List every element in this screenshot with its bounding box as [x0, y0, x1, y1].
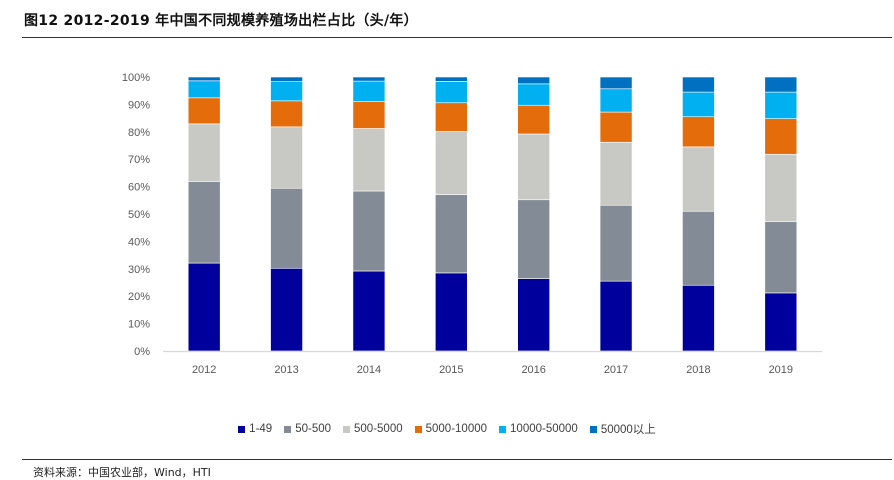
y-tick-label: 40%: [128, 236, 150, 248]
bar-segment: [187, 181, 221, 264]
bar-segment: [187, 80, 221, 99]
bar-segment: [352, 270, 386, 352]
bar-segment: [599, 141, 633, 206]
legend-swatch: [414, 425, 422, 433]
bar-segment: [517, 278, 550, 352]
y-tick-label: 0%: [134, 346, 150, 358]
bar-segment: [187, 262, 221, 352]
legend-item: 1-49: [238, 421, 272, 437]
bar-segment: [270, 81, 303, 102]
chart-legend: 1-49 50-500 500-5000 5000-10000 10000-50000 5…: [0, 421, 894, 437]
bar-segment: [599, 204, 633, 282]
legend-label: 50000以上: [600, 424, 656, 436]
legend-label: 5000-10000: [425, 423, 488, 435]
bar-segment: [435, 272, 468, 352]
y-tick-label: 50%: [128, 209, 150, 221]
bar-segment: [352, 76, 386, 82]
y-tick-label: 60%: [128, 182, 150, 194]
source-note: 资料来源：中国农业部，Wind，HTI: [33, 466, 211, 479]
bar-segment: [435, 102, 468, 132]
bar-segment: [764, 153, 798, 222]
x-tick-label: 2014: [357, 364, 381, 376]
legend-label: 1-49: [249, 423, 273, 435]
bar-segment: [764, 76, 798, 93]
bar-segment: [435, 76, 468, 82]
legend-swatch: [499, 425, 507, 433]
bar-segment: [599, 88, 633, 113]
bar-segment: [517, 199, 550, 279]
x-tick-label: 2018: [686, 364, 710, 376]
y-tick-label: 10%: [128, 319, 150, 331]
bar-segment: [599, 111, 633, 143]
bar-segment: [599, 280, 633, 352]
bar-segment: [764, 221, 798, 294]
bar-segment: [270, 76, 303, 82]
y-tick-label: 90%: [128, 99, 150, 111]
y-tick-label: 20%: [128, 291, 150, 303]
legend-item: 10000-50000: [499, 421, 578, 437]
bar-segment: [270, 126, 303, 189]
bar-segment: [270, 267, 303, 352]
bar-segment: [682, 91, 715, 118]
bar-segment: [435, 131, 468, 195]
bar-segment: [682, 284, 715, 352]
bar-segment: [435, 194, 468, 274]
bar-segment: [764, 292, 798, 352]
bar-segment: [764, 91, 798, 119]
y-axis: 0% 10% 20% 30% 40% 50% 60% 70% 80% 90% 100%: [122, 72, 150, 358]
bar-segment: [599, 76, 633, 90]
x-tick-label: 2015: [439, 364, 463, 376]
legend-item: 50000以上: [589, 421, 656, 437]
x-tick-label: 2012: [192, 364, 216, 376]
bar-segment: [352, 101, 386, 129]
bar-segment: [682, 210, 715, 286]
bar-segment: [517, 133, 550, 201]
bar-segment: [517, 83, 550, 106]
bar-segment: [187, 123, 221, 182]
y-tick-label: 30%: [128, 264, 150, 276]
bar-segment: [187, 97, 221, 125]
y-tick-label: 100%: [122, 72, 150, 84]
bar-segment: [352, 128, 386, 192]
x-axis: 2012 2013 2014 2015 2016 2017 2018 2019: [192, 364, 793, 376]
legend-item: 50-500: [284, 421, 331, 437]
figure-title: 图12 2012-2019 年中国不同规模养殖场出栏占比（头/年）: [24, 13, 418, 29]
x-tick-label: 2017: [604, 364, 628, 376]
bar-segment: [352, 190, 386, 272]
bar-segment: [187, 76, 221, 82]
bar-segment: [682, 116, 715, 148]
bar-group: [187, 76, 798, 352]
top-rule: [22, 37, 892, 38]
legend-label: 500-5000: [354, 423, 403, 435]
bar-segment: [517, 76, 550, 85]
legend-swatch: [343, 425, 351, 433]
bar-segment: [764, 118, 798, 155]
y-tick-label: 80%: [128, 127, 150, 139]
x-tick-label: 2013: [274, 364, 298, 376]
y-tick-label: 70%: [128, 154, 150, 166]
legend-label: 10000-50000: [510, 423, 578, 435]
bar-segment: [682, 146, 715, 212]
bar-segment: [682, 76, 715, 93]
legend-label: 50-500: [295, 423, 332, 435]
bar-segment: [270, 187, 303, 269]
x-tick-label: 2016: [521, 364, 545, 376]
legend-swatch: [284, 425, 292, 433]
legend-swatch: [589, 425, 597, 433]
bottom-rule: [22, 459, 892, 460]
legend-item: 5000-10000: [414, 421, 488, 437]
legend-swatch: [238, 425, 246, 433]
bar-segment: [270, 100, 303, 128]
x-tick-label: 2019: [769, 364, 793, 376]
legend-item: 500-5000: [343, 421, 403, 437]
bar-segment: [517, 104, 550, 135]
bar-segment: [435, 81, 468, 104]
bar-segment: [352, 80, 386, 102]
